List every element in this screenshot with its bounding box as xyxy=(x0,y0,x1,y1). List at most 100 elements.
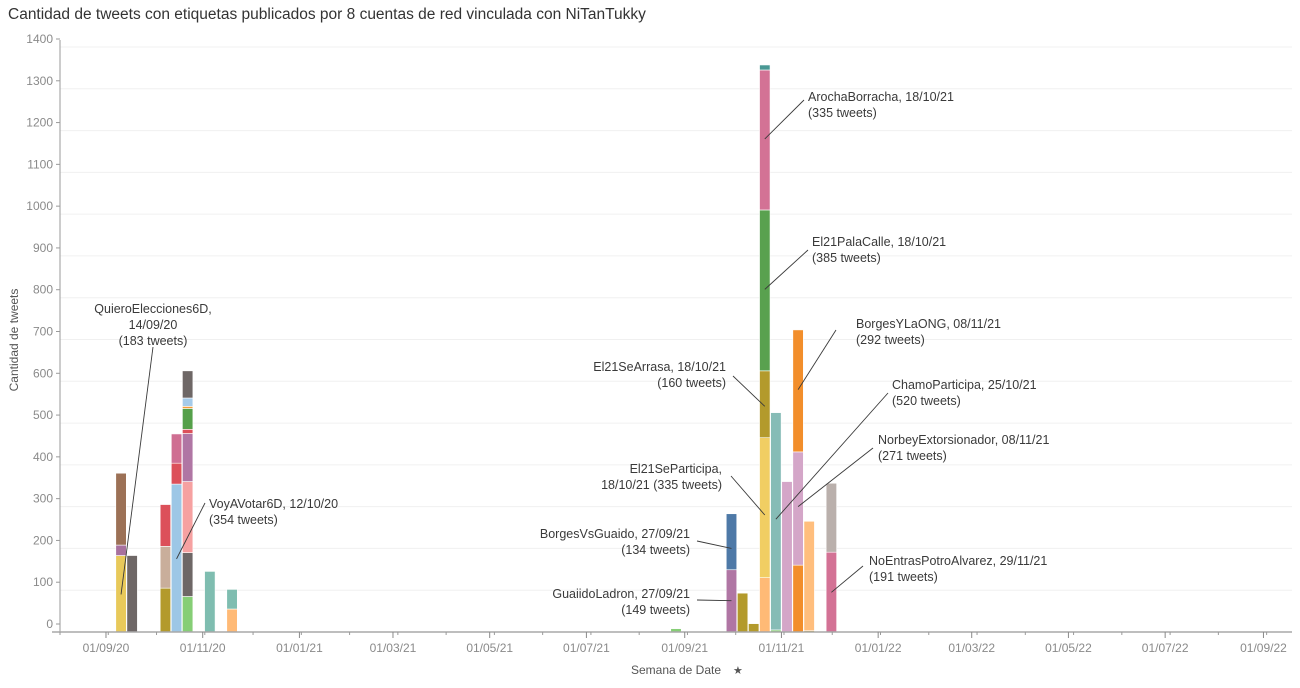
bar-stack[interactable] xyxy=(748,623,760,633)
bar-stack[interactable] xyxy=(159,504,171,633)
bar-segment[interactable] xyxy=(182,552,194,597)
annotation-text: ArochaBorracha, 18/10/21 xyxy=(808,90,954,104)
bar-segment[interactable] xyxy=(182,408,194,430)
bar-stack[interactable] xyxy=(781,481,793,633)
annotation-leader-line xyxy=(797,329,837,390)
x-axis-title[interactable]: Semana de Date xyxy=(631,663,721,677)
bar-segment[interactable] xyxy=(182,406,194,409)
bar-stack[interactable] xyxy=(170,433,183,633)
y-tick-label: 300 xyxy=(33,492,53,506)
bar-segment[interactable] xyxy=(759,69,771,211)
y-tick-label: 1100 xyxy=(27,157,53,171)
x-tick-label: 01/01/22 xyxy=(855,641,902,655)
bar-stack[interactable] xyxy=(226,589,238,633)
axes: 0 100 200 300 400 500 600 700 800 900 1000 1100 1200… xyxy=(26,32,1292,655)
annotation-text: (354 tweets) xyxy=(209,513,278,527)
y-tick-label: 800 xyxy=(33,283,53,297)
annotation-leader-line xyxy=(730,475,766,516)
annotation-leader-line xyxy=(696,540,732,549)
bar-segment[interactable] xyxy=(115,544,127,556)
bar-stack[interactable] xyxy=(725,513,738,633)
y-tick-label: 0 xyxy=(46,617,53,631)
bar-segment[interactable] xyxy=(759,370,771,438)
annotation-text: El21PalaCalle, 18/10/21 xyxy=(812,235,946,249)
bar-stack[interactable] xyxy=(182,370,194,633)
y-tick-label: 100 xyxy=(33,575,53,589)
bar-segment[interactable] xyxy=(182,429,194,434)
annotation-leader-line xyxy=(176,502,206,560)
pin-icon[interactable]: ★ xyxy=(733,665,743,677)
bar-segment[interactable] xyxy=(170,433,183,464)
bar-stack[interactable] xyxy=(204,571,216,633)
bar-segment[interactable] xyxy=(204,571,216,633)
bar-segment[interactable] xyxy=(770,412,782,631)
annotation: NorbeyExtorsionador, 08/11/21 (271 tweets… xyxy=(797,433,1049,507)
bar-segment[interactable] xyxy=(159,546,171,589)
bar-segment[interactable] xyxy=(825,482,837,553)
annotation: BorgesYLaONG, 08/11/21 (292 tweets) xyxy=(797,317,1001,390)
x-tick-label: 01/07/21 xyxy=(563,641,610,655)
bar-segment[interactable] xyxy=(159,504,171,547)
annotation-leader-line xyxy=(764,99,805,140)
x-tick-label: 01/03/21 xyxy=(370,641,417,655)
bar-segment[interactable] xyxy=(182,481,194,553)
x-tick-label: 01/05/21 xyxy=(466,641,513,655)
bar-stack[interactable] xyxy=(825,482,837,633)
annotation-text: (335 tweets) xyxy=(808,106,877,120)
annotation: GuaiidoLadron, 27/09/21 (149 tweets) xyxy=(552,587,732,617)
annotation-text: (191 tweets) xyxy=(869,570,938,584)
x-axis-title-group[interactable]: Semana de Date ★ xyxy=(631,663,743,677)
annotation: ArochaBorracha, 18/10/21 (335 tweets) xyxy=(764,90,954,140)
annotation: El21PalaCalle, 18/10/21 (385 tweets) xyxy=(764,235,946,290)
bar-stack[interactable] xyxy=(737,592,749,633)
annotation: El21SeArrasa, 18/10/21 (160 tweets) xyxy=(593,360,766,407)
annotation-text: (292 tweets) xyxy=(856,333,925,347)
bar-segment[interactable] xyxy=(182,397,194,407)
bar-segment[interactable] xyxy=(759,437,771,578)
bar-stack[interactable] xyxy=(803,520,815,633)
bar-stack[interactable] xyxy=(115,472,127,633)
x-tick-label: 01/05/22 xyxy=(1045,641,1092,655)
bar-segment[interactable] xyxy=(759,64,771,71)
bar-stack[interactable] xyxy=(792,329,804,633)
bar-segment[interactable] xyxy=(115,472,127,546)
bar-segment[interactable] xyxy=(170,462,183,485)
bar-segment[interactable] xyxy=(182,596,194,633)
bar-segment[interactable] xyxy=(792,451,804,566)
bar-segment[interactable] xyxy=(182,433,194,482)
annotation-text: El21SeArrasa, 18/10/21 xyxy=(593,360,726,374)
bar-segment[interactable] xyxy=(725,513,738,571)
bars xyxy=(115,64,837,633)
bar-segment[interactable] xyxy=(759,209,771,372)
y-tick-label: 400 xyxy=(33,450,53,464)
annotation-leader-line xyxy=(732,375,766,407)
annotation: ChamoParticipa, 25/10/21 (520 tweets) xyxy=(775,378,1037,520)
x-tick-label: 01/11/21 xyxy=(759,641,805,655)
bar-segment[interactable] xyxy=(126,555,138,633)
annotation: QuieroElecciones6D, 14/09/20 (183 tweets) xyxy=(94,302,212,595)
bar-segment[interactable] xyxy=(792,329,804,453)
bar-segment[interactable] xyxy=(803,520,815,632)
bar-segment[interactable] xyxy=(159,587,171,633)
annotation-text: GuaiidoLadron, 27/09/21 xyxy=(552,587,690,601)
chart-title: Cantidad de tweets con etiquetas publica… xyxy=(8,6,646,23)
bar-segment[interactable] xyxy=(226,608,238,633)
annotation-text: NoEntrasPotroAlvarez, 29/11/21 xyxy=(869,554,1047,568)
annotation: BorgesVsGuaido, 27/09/21 (134 tweets) xyxy=(540,527,732,557)
y-tick-label: 900 xyxy=(33,241,53,255)
bar-segment[interactable] xyxy=(792,564,804,633)
bar-stack[interactable] xyxy=(759,64,771,633)
bar-stack[interactable] xyxy=(770,412,782,633)
bar-segment[interactable] xyxy=(781,481,793,633)
y-tick-label: 1000 xyxy=(26,199,53,213)
bar-segment[interactable] xyxy=(226,589,238,610)
y-tick-label: 500 xyxy=(33,408,53,422)
annotation-text: BorgesYLaONG, 08/11/21 xyxy=(856,317,1001,331)
bar-segment[interactable] xyxy=(737,592,749,633)
annotation: VoyAVotar6D, 12/10/20 (354 tweets) xyxy=(176,497,338,560)
bar-segment[interactable] xyxy=(748,623,760,633)
bar-segment[interactable] xyxy=(759,577,771,633)
bar-stack[interactable] xyxy=(126,555,138,633)
bar-segment[interactable] xyxy=(182,370,194,399)
